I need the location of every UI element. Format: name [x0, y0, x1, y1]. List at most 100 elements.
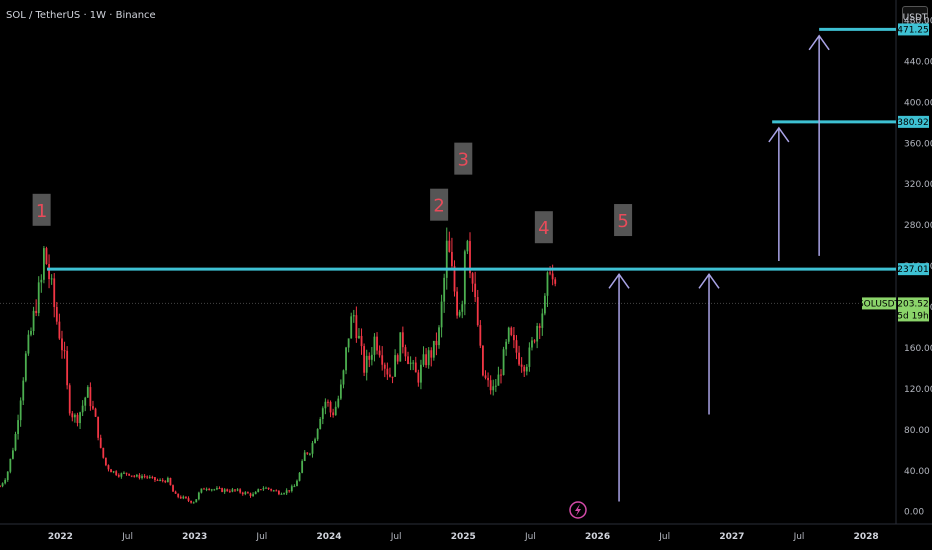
candle-body — [205, 488, 208, 490]
wave-label-box — [430, 188, 449, 221]
candle-body — [272, 490, 275, 492]
grid-lines — [0, 0, 932, 525]
candle-body — [407, 356, 409, 364]
candle-body — [30, 331, 32, 335]
lightning-icon-bolt[interactable] — [575, 504, 581, 516]
y-tick-label: 400.00 — [904, 98, 932, 108]
candle-body — [76, 414, 79, 424]
candle-body — [223, 489, 226, 492]
y-tick-label: 440.00 — [904, 57, 932, 67]
candle-body — [192, 502, 195, 504]
candle-body — [319, 418, 322, 429]
candle-body — [430, 350, 433, 358]
candle-body — [138, 475, 141, 479]
candle-body — [19, 400, 22, 421]
candle-body — [24, 353, 27, 381]
candle-body — [409, 362, 412, 364]
candle-body — [285, 490, 288, 494]
candle-body — [321, 408, 324, 419]
wave-label-box — [614, 204, 633, 237]
candle-body — [337, 398, 340, 407]
candle-body — [471, 273, 474, 284]
arrow-head — [698, 272, 720, 289]
candle-body — [236, 489, 239, 491]
candle-body — [327, 401, 329, 403]
candle-body — [133, 475, 136, 477]
y-tick-label: 120.00 — [904, 385, 932, 395]
candle-body — [435, 340, 438, 346]
candle-body — [63, 350, 66, 352]
candle-body — [99, 437, 102, 448]
candle-body — [154, 477, 156, 481]
lightning-icon[interactable] — [569, 501, 587, 519]
candle-body — [61, 338, 63, 351]
candle-body — [174, 491, 177, 494]
candle-body — [293, 486, 296, 488]
candle-body — [510, 327, 513, 335]
wave-label: 2 — [433, 196, 444, 217]
candle-body — [381, 355, 384, 365]
candle-body — [135, 475, 138, 477]
x-tick-label: 2022 — [48, 532, 73, 542]
candle-body — [492, 386, 495, 391]
candle-body — [370, 354, 373, 360]
candle-body — [394, 355, 397, 377]
candle-body — [112, 471, 115, 473]
y-tick-label: 40.00 — [904, 467, 930, 477]
symbol-name-tag — [862, 297, 896, 310]
candle-body — [298, 472, 301, 481]
level-price-tag-text: 380.92 — [897, 118, 929, 128]
candle-body — [277, 490, 280, 495]
candle-body — [301, 461, 304, 473]
candle-body — [226, 489, 229, 492]
candle-body — [107, 465, 110, 470]
candle-body — [17, 420, 19, 435]
candle-body — [314, 439, 316, 444]
candle-body — [9, 458, 12, 472]
candle-body — [203, 488, 205, 490]
candle-body — [303, 452, 306, 462]
candle-body — [311, 443, 314, 454]
candle-body — [283, 493, 285, 495]
lightning-icon-ring[interactable] — [569, 501, 587, 519]
y-tick-label: 480.00 — [904, 16, 932, 26]
x-tick-label: Jul — [390, 532, 402, 542]
candle-body — [156, 480, 159, 482]
candle-body — [536, 325, 539, 342]
time-axis[interactable]: 2022 Jul 2023 Jul 2024 Jul 2025 Jul 2026 Jul 2027 J… — [48, 532, 879, 542]
candle-body — [399, 332, 402, 362]
candle-body — [159, 479, 162, 481]
wave-label-box — [534, 211, 553, 244]
candle-body — [451, 251, 453, 267]
candle-body — [463, 251, 466, 305]
candle-body — [296, 480, 298, 487]
candle-body — [358, 335, 360, 339]
candle-body — [355, 315, 358, 339]
candle-body — [216, 488, 218, 490]
candle-body — [42, 248, 45, 280]
y-tick-label: 80.00 — [904, 426, 930, 436]
candle-body — [528, 347, 531, 367]
candle-body — [461, 304, 464, 312]
candle-body — [58, 321, 61, 339]
level-price-tag — [898, 115, 929, 128]
arrow-head — [808, 34, 830, 51]
candle-body — [352, 315, 355, 317]
candle-body — [94, 408, 97, 417]
candle-body — [208, 488, 211, 491]
candle-body — [6, 471, 9, 480]
candle-body — [365, 355, 368, 373]
candle-body — [35, 310, 38, 314]
candle-body — [0, 486, 1, 488]
arrow-head — [608, 272, 630, 289]
level-price-tag — [898, 23, 929, 36]
candle-body — [244, 492, 247, 495]
candle-body — [115, 471, 118, 476]
candle-body — [141, 476, 143, 479]
level-lines — [47, 27, 896, 271]
x-tick-label: Jul — [658, 532, 670, 542]
candle-body — [110, 469, 112, 473]
candle-body — [120, 473, 123, 477]
